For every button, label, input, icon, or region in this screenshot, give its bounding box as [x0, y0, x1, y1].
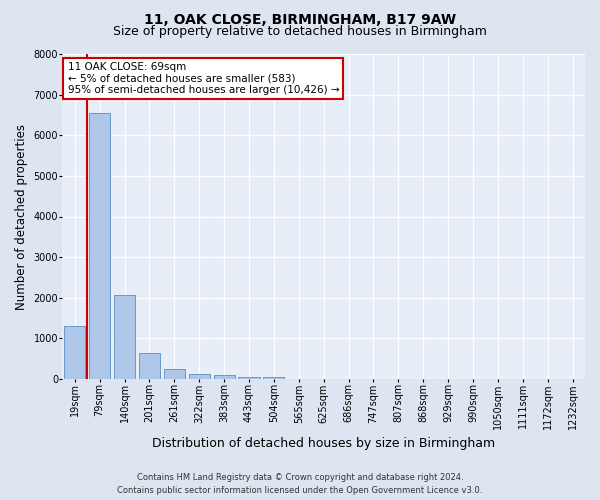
- Bar: [164, 369, 185, 379]
- Bar: [263, 376, 284, 379]
- Bar: [238, 376, 260, 379]
- Bar: [114, 294, 135, 379]
- Text: 11, OAK CLOSE, BIRMINGHAM, B17 9AW: 11, OAK CLOSE, BIRMINGHAM, B17 9AW: [144, 12, 456, 26]
- Text: Size of property relative to detached houses in Birmingham: Size of property relative to detached ho…: [113, 25, 487, 38]
- Text: 11 OAK CLOSE: 69sqm
← 5% of detached houses are smaller (583)
95% of semi-detach: 11 OAK CLOSE: 69sqm ← 5% of detached hou…: [68, 62, 339, 96]
- Y-axis label: Number of detached properties: Number of detached properties: [15, 124, 28, 310]
- Bar: [214, 376, 235, 379]
- Bar: [188, 374, 210, 379]
- X-axis label: Distribution of detached houses by size in Birmingham: Distribution of detached houses by size …: [152, 437, 495, 450]
- Text: Contains HM Land Registry data © Crown copyright and database right 2024.
Contai: Contains HM Land Registry data © Crown c…: [118, 474, 482, 495]
- Bar: [64, 326, 85, 379]
- Bar: [139, 353, 160, 379]
- Bar: [89, 113, 110, 379]
